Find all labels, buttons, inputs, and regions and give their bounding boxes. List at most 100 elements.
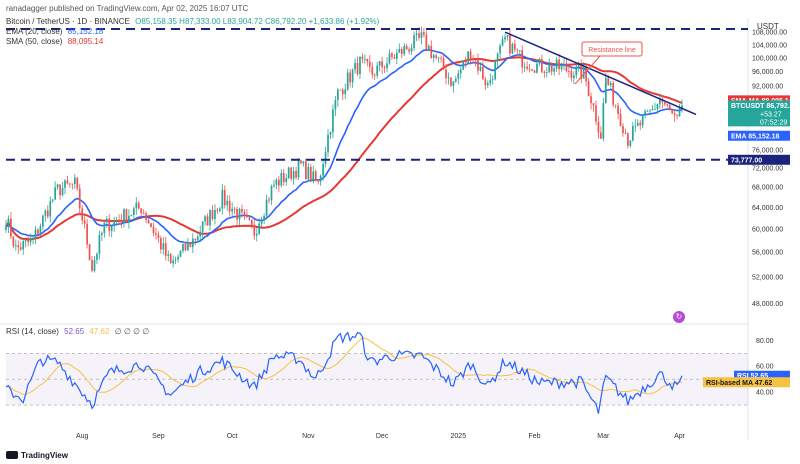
time-axis-tick: Oct [227,433,238,440]
candle-body [646,110,649,112]
resistance-callout-box [581,41,643,57]
candle-body [604,77,607,104]
candle-body [486,83,489,86]
alert-icon[interactable]: ↻ [673,311,685,323]
candle-body [145,213,147,221]
candle-body [356,62,359,75]
candle-body [115,219,118,221]
candle-body [491,79,494,81]
candle-body [253,224,256,236]
candle-body [49,200,52,217]
candle-body [12,236,15,246]
candle-body [248,217,251,220]
candle-body [531,69,533,71]
candle-body [142,213,145,214]
candle-body [619,113,622,127]
resistance-callout-label: Resistance line [588,47,636,54]
candle-body [199,231,202,237]
candle-body [157,234,160,239]
candle-body [300,160,302,164]
price-axis-tick: 72,000.00 [752,165,783,172]
candle-body [172,260,175,264]
rsi-tag-bg [734,370,790,381]
candle-body [440,57,442,59]
candle-body [457,73,460,79]
last-price-tag: BTCUSDT 86,792.20 [731,103,798,110]
candle-body [295,170,297,178]
candle-body [538,59,541,64]
candle-body [14,245,17,247]
candle-body [364,58,366,60]
candle-body [243,212,246,215]
candle-body [378,61,381,66]
sma-legend[interactable]: SMA (50, close) 88,095.14 [6,37,103,46]
candle-body [27,239,29,243]
rsi-ma-legend-value: 47.62 [89,327,110,336]
sma-legend-label: SMA (50, close) [6,37,63,46]
candle-body [482,66,484,80]
candle-body [201,221,204,232]
candle-body [216,209,219,211]
price-axis-tick: 60,000.00 [752,227,783,234]
candle-body [22,241,25,250]
ema-legend[interactable]: EMA (20, close) 85,152.18 [6,27,103,36]
candle-body [506,35,509,37]
candle-body [37,229,39,234]
candle-body [543,71,546,73]
ema-value-tag-bg [728,130,790,141]
candle-body [160,238,162,250]
candle-body [464,60,467,63]
candle-body [636,122,639,126]
price-axis-tick: 68,000.00 [752,185,783,192]
candle-body [219,208,221,211]
candle-body [236,209,238,220]
candle-body [445,69,447,79]
candle-body [361,56,364,60]
candle-body [413,35,415,48]
candle-body [204,216,206,222]
candle-body [223,189,226,206]
candle-body [292,170,295,179]
resistance-callout-arrow [574,55,601,85]
symbol-legend[interactable]: Bitcoin / TetherUS · 1D · BINANCE O85,15… [6,17,379,26]
candle-body [523,66,526,68]
candle-body [391,53,393,57]
candle-body [255,233,258,236]
candle-body [297,160,300,178]
candle-body [189,242,192,248]
candle-body [612,82,615,105]
rsi-legend[interactable]: RSI (14, close) 52.65 47.62 ∅ ∅ ∅ ∅ [6,327,149,336]
price-axis-tick: 104,000.00 [752,42,787,49]
candle-body [393,56,396,59]
candle-body [206,216,209,226]
candle-body [587,81,590,97]
candle-body [162,243,165,250]
candle-body [666,104,669,106]
candle-body [410,47,413,52]
tradingview-footer[interactable]: TradingView [6,451,68,460]
candle-body [631,126,634,141]
candle-body [435,55,438,58]
candle-body [513,43,516,50]
candle-body [629,140,632,146]
last-price-countdown: 07:52:29 [760,119,787,126]
time-axis-tick: Nov [302,433,315,440]
price-axis-tick: 92,000.00 [752,83,783,90]
candle-body [405,45,408,50]
candle-body [536,63,538,73]
candle-body [459,69,462,74]
candle-body [339,89,342,91]
candle-body [309,167,312,182]
ema-20-line [5,48,683,244]
candle-body [521,50,524,68]
candle-body [555,59,558,69]
candle-body [572,75,575,78]
candle-body [280,173,283,186]
candle-body [194,238,197,241]
candle-body [469,51,472,60]
candle-body [427,45,430,51]
candle-body [484,79,487,86]
candle-body [622,126,624,133]
candle-body [563,64,565,66]
